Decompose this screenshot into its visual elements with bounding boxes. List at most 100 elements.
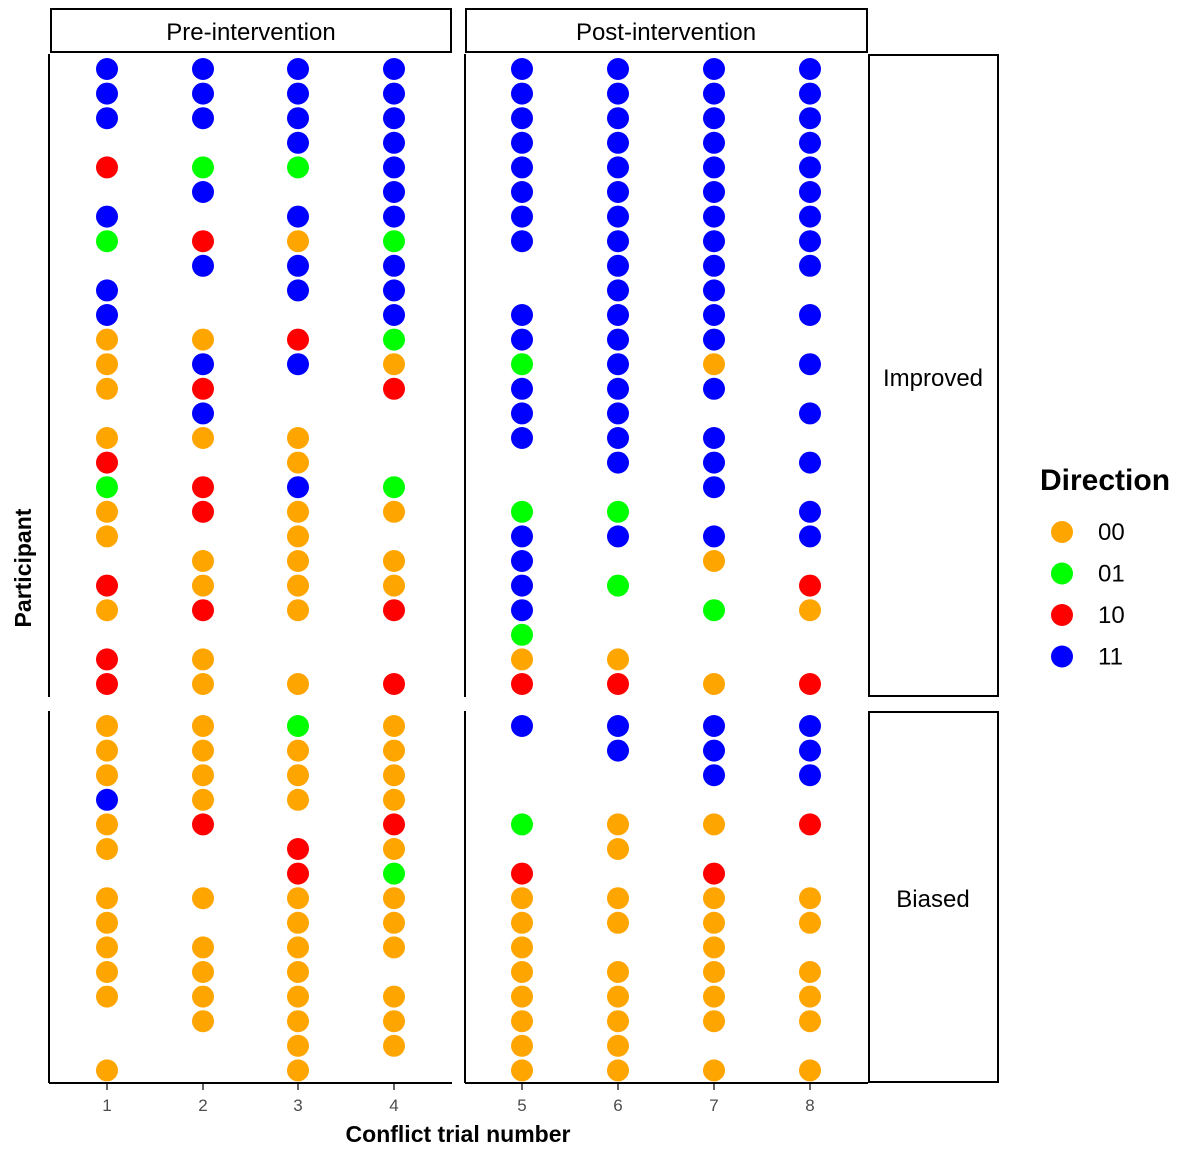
point-biased-trial-6-row-5: [607, 813, 629, 836]
point-biased-trial-4-row-1: [383, 715, 405, 737]
point-improved-trial-7-row-4: [703, 131, 725, 154]
point-improved-trial-3-row-20: [287, 525, 309, 548]
point-improved-trial-8-row-3: [799, 107, 821, 130]
point-biased-trial-6-row-11: [607, 961, 629, 983]
point-biased-trial-3-row-15: [287, 1059, 309, 1082]
point-improved-trial-5-row-12: [511, 328, 533, 351]
point-biased-trial-1-row-2: [96, 739, 118, 762]
point-improved-trial-4-row-10: [383, 279, 405, 302]
point-improved-trial-3-row-2: [287, 82, 309, 105]
point-improved-trial-5-row-13: [511, 353, 533, 376]
point-improved-trial-8-row-22: [799, 574, 821, 597]
point-improved-trial-1-row-10: [96, 279, 118, 302]
strip-improved: [868, 54, 999, 697]
point-improved-trial-6-row-20: [607, 525, 629, 548]
legend: 00 01 10 11: [1051, 519, 1125, 671]
point-biased-trial-2-row-1: [192, 715, 214, 737]
point-improved-trial-8-row-15: [799, 402, 821, 425]
point-improved-trial-1-row-3: [96, 107, 118, 130]
point-improved-trial-7-row-10: [703, 279, 725, 302]
point-improved-trial-1-row-17: [96, 451, 118, 474]
point-improved-trial-2-row-18: [192, 476, 214, 499]
point-improved-trial-2-row-9: [192, 254, 214, 277]
data-points: [96, 58, 821, 1082]
point-improved-trial-3-row-3: [287, 107, 309, 130]
point-biased-trial-5-row-13: [511, 1010, 533, 1033]
point-biased-trial-5-row-12: [511, 985, 533, 1008]
point-biased-trial-8-row-9: [799, 911, 821, 934]
point-biased-trial-3-row-11: [287, 961, 309, 983]
point-biased-trial-2-row-5: [192, 813, 214, 836]
point-improved-trial-3-row-7: [287, 205, 309, 228]
point-improved-trial-8-row-7: [799, 205, 821, 228]
point-biased-trial-1-row-10: [96, 936, 118, 959]
point-biased-trial-2-row-8: [192, 887, 214, 910]
point-improved-trial-8-row-23: [799, 599, 821, 622]
point-biased-trial-3-row-6: [287, 838, 309, 860]
point-improved-trial-3-row-9: [287, 254, 309, 277]
point-improved-trial-3-row-19: [287, 500, 309, 523]
point-improved-trial-2-row-5: [192, 156, 214, 179]
point-improved-trial-2-row-1: [192, 58, 214, 80]
strip-label-improved: Improved: [883, 365, 983, 392]
x-tick-label-3: 3: [293, 1096, 302, 1115]
point-improved-trial-8-row-8: [799, 230, 821, 253]
point-improved-trial-2-row-23: [192, 599, 214, 622]
point-improved-trial-7-row-9: [703, 254, 725, 277]
strip-pre-intervention: [50, 8, 452, 53]
legend-key-11: [1051, 645, 1073, 668]
legend-label-00: 00: [1098, 519, 1125, 546]
point-improved-trial-5-row-14: [511, 377, 533, 400]
point-biased-trial-4-row-4: [383, 788, 405, 811]
point-improved-trial-8-row-6: [799, 181, 821, 203]
point-biased-trial-7-row-8: [703, 887, 725, 910]
legend-title: Direction: [1040, 464, 1170, 497]
point-improved-trial-3-row-26: [287, 673, 309, 695]
point-biased-trial-7-row-15: [703, 1059, 725, 1082]
x-tick-label-4: 4: [389, 1096, 398, 1115]
legend-label-01: 01: [1098, 561, 1125, 588]
point-biased-trial-4-row-13: [383, 1010, 405, 1033]
point-biased-trial-7-row-12: [703, 985, 725, 1008]
point-biased-trial-1-row-3: [96, 764, 118, 787]
point-improved-trial-2-row-14: [192, 377, 214, 400]
point-biased-trial-8-row-11: [799, 961, 821, 983]
point-improved-trial-8-row-2: [799, 82, 821, 105]
x-tick-label-1: 1: [102, 1096, 111, 1115]
point-improved-trial-5-row-24: [511, 623, 533, 646]
point-improved-trial-6-row-26: [607, 673, 629, 695]
point-improved-trial-6-row-10: [607, 279, 629, 302]
point-biased-trial-1-row-4: [96, 788, 118, 811]
point-improved-trial-2-row-19: [192, 500, 214, 523]
point-biased-trial-7-row-7: [703, 862, 725, 885]
x-tick-label-6: 6: [613, 1096, 622, 1115]
point-improved-trial-1-row-2: [96, 82, 118, 105]
point-improved-trial-8-row-19: [799, 500, 821, 523]
point-improved-trial-6-row-22: [607, 574, 629, 597]
point-improved-trial-5-row-6: [511, 181, 533, 203]
point-biased-trial-4-row-10: [383, 936, 405, 959]
point-improved-trial-3-row-22: [287, 574, 309, 597]
point-improved-trial-6-row-15: [607, 402, 629, 425]
point-improved-trial-4-row-21: [383, 550, 405, 572]
point-improved-trial-7-row-20: [703, 525, 725, 548]
point-biased-trial-4-row-9: [383, 911, 405, 934]
point-improved-trial-6-row-12: [607, 328, 629, 351]
point-improved-trial-3-row-12: [287, 328, 309, 351]
point-improved-trial-3-row-4: [287, 131, 309, 154]
point-improved-trial-6-row-19: [607, 500, 629, 523]
point-biased-trial-5-row-5: [511, 813, 533, 836]
point-improved-trial-7-row-26: [703, 673, 725, 695]
point-biased-trial-2-row-13: [192, 1010, 214, 1033]
point-improved-trial-8-row-1: [799, 58, 821, 80]
point-improved-trial-4-row-12: [383, 328, 405, 351]
point-improved-trial-6-row-16: [607, 427, 629, 449]
point-improved-trial-8-row-11: [799, 304, 821, 326]
point-improved-trial-4-row-23: [383, 599, 405, 622]
point-improved-trial-2-row-15: [192, 402, 214, 425]
point-improved-trial-4-row-22: [383, 574, 405, 597]
point-improved-trial-2-row-6: [192, 181, 214, 203]
point-improved-trial-1-row-22: [96, 574, 118, 597]
point-biased-trial-7-row-13: [703, 1010, 725, 1033]
